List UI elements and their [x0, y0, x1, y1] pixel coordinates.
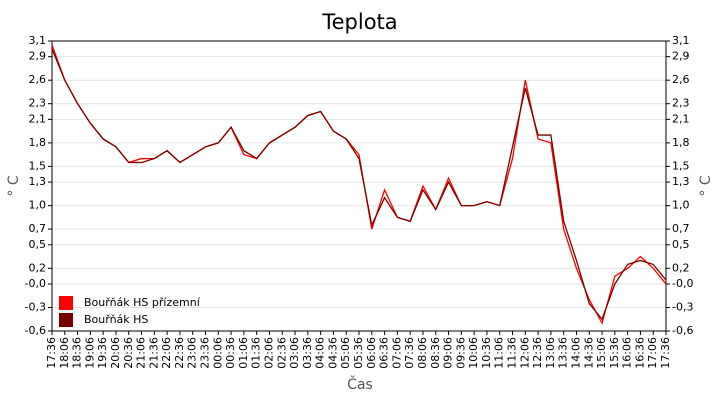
y-tick-label: 1,3 [29, 175, 47, 188]
y2-axis-title: ° C [698, 175, 714, 196]
x-tick-label: 08:36 [429, 337, 442, 369]
series-line [51, 44, 667, 325]
y2-tick-label: 0,2 [672, 261, 690, 274]
x-tick-label: 22:06 [160, 337, 173, 369]
x-tick-label: 17:06 [646, 337, 659, 369]
y2-tick-label: -0,0 [672, 277, 693, 290]
x-tick-label: 06:36 [378, 337, 391, 369]
y2-tick-label: 2,1 [672, 112, 690, 125]
x-tick-label: 17:36 [45, 337, 58, 369]
y2-tick-label: 1,8 [672, 136, 690, 149]
x-tick-label: 10:06 [467, 337, 480, 369]
y2-tick-label: 2,6 [672, 73, 690, 86]
x-tick-label: 05:36 [352, 337, 365, 369]
y2-tick-label: 3,1 [672, 34, 690, 47]
x-tick-label: 09:06 [442, 337, 455, 369]
y2-tick-label: 0,5 [672, 238, 690, 251]
x-tick-label: 02:36 [275, 337, 288, 369]
x-tick-label: 21:36 [147, 337, 160, 369]
x-tick-label: 11:06 [493, 337, 506, 369]
x-tick-label: 14:36 [582, 337, 595, 369]
legend-swatch [59, 313, 73, 327]
y-tick-label: 1,5 [29, 159, 47, 172]
plot-frame [51, 40, 667, 332]
legend-label: Bouřňák HS [84, 313, 148, 326]
y-tick-label: -0,6 [25, 324, 46, 337]
x-tick-label: 10:36 [480, 337, 493, 369]
x-tick-label: 08:06 [416, 337, 429, 369]
series-line [51, 48, 667, 321]
x-tick-label: 14:06 [569, 337, 582, 369]
y-tick-label: 1,0 [29, 199, 47, 212]
y-tick-label: 2,6 [29, 73, 47, 86]
legend-swatch [59, 296, 73, 310]
y-tick-label: 0,5 [29, 238, 47, 251]
x-tick-label: 06:06 [365, 337, 378, 369]
x-tick-label: 01:36 [250, 337, 263, 369]
x-tick-label: 00:06 [211, 337, 224, 369]
y-tick-label: 0,2 [29, 261, 47, 274]
y-tick-label: 2,1 [29, 112, 47, 125]
x-tick-label: 12:36 [531, 337, 544, 369]
y-tick-label: -0,0 [25, 277, 46, 290]
y2-tick-label: 1,3 [672, 175, 690, 188]
legend-label: Bouřňák HS přízemní [84, 296, 201, 309]
y-tick-label: 1,8 [29, 136, 47, 149]
x-tick-label: 05:06 [339, 337, 352, 369]
x-tick-label: 16:06 [621, 337, 634, 369]
x-tick-label: 07:06 [390, 337, 403, 369]
y2-tick-label: 1,5 [672, 159, 690, 172]
y-tick-label: 3,1 [29, 34, 47, 47]
x-axis-title: Čas [347, 375, 373, 393]
x-tick-label: 03:36 [301, 337, 314, 369]
x-tick-label: 21:06 [135, 337, 148, 369]
y2-tick-label: -0,6 [672, 324, 693, 337]
y-axis-title: ° C [6, 175, 22, 196]
y-tick-label: -0,3 [25, 300, 46, 313]
x-tick-label: 18:06 [58, 337, 71, 369]
x-tick-label: 04:36 [326, 337, 339, 369]
x-tick-label: 07:36 [403, 337, 416, 369]
x-tick-label: 23:36 [199, 337, 212, 369]
x-tick-label: 15:36 [608, 337, 621, 369]
x-tick-label: 16:36 [633, 337, 646, 369]
y2-tick-label: 2,3 [672, 97, 690, 110]
x-tick-label: 09:36 [454, 337, 467, 369]
x-tick-label: 01:06 [237, 337, 250, 369]
x-tick-label: 02:06 [262, 337, 275, 369]
x-tick-label: 12:06 [518, 337, 531, 369]
y-tick-label: 0,7 [29, 222, 47, 235]
chart-title: Teplota [321, 10, 397, 34]
x-tick-label: 20:36 [122, 337, 135, 369]
x-tick-label: 00:36 [224, 337, 237, 369]
x-tick-label: 11:36 [506, 337, 519, 369]
x-tick-label: 22:36 [173, 337, 186, 369]
x-tick-label: 18:36 [71, 337, 84, 369]
y2-tick-label: 2,9 [672, 50, 690, 63]
x-tick-label: 13:06 [544, 337, 557, 369]
x-tick-label: 15:06 [595, 337, 608, 369]
x-tick-label: 20:06 [109, 337, 122, 369]
x-tick-label: 13:36 [557, 337, 570, 369]
y-tick-label: 2,3 [29, 97, 47, 110]
x-tick-label: 19:06 [83, 337, 96, 369]
y2-tick-label: 0,7 [672, 222, 690, 235]
x-tick-label: 17:36 [659, 337, 672, 369]
y2-tick-label: 1,0 [672, 199, 690, 212]
y-tick-label: 2,9 [29, 50, 47, 63]
x-tick-label: 19:36 [96, 337, 109, 369]
x-tick-label: 23:06 [186, 337, 199, 369]
x-tick-label: 04:06 [314, 337, 327, 369]
x-tick-label: 03:06 [288, 337, 301, 369]
y2-tick-label: -0,3 [672, 300, 693, 313]
